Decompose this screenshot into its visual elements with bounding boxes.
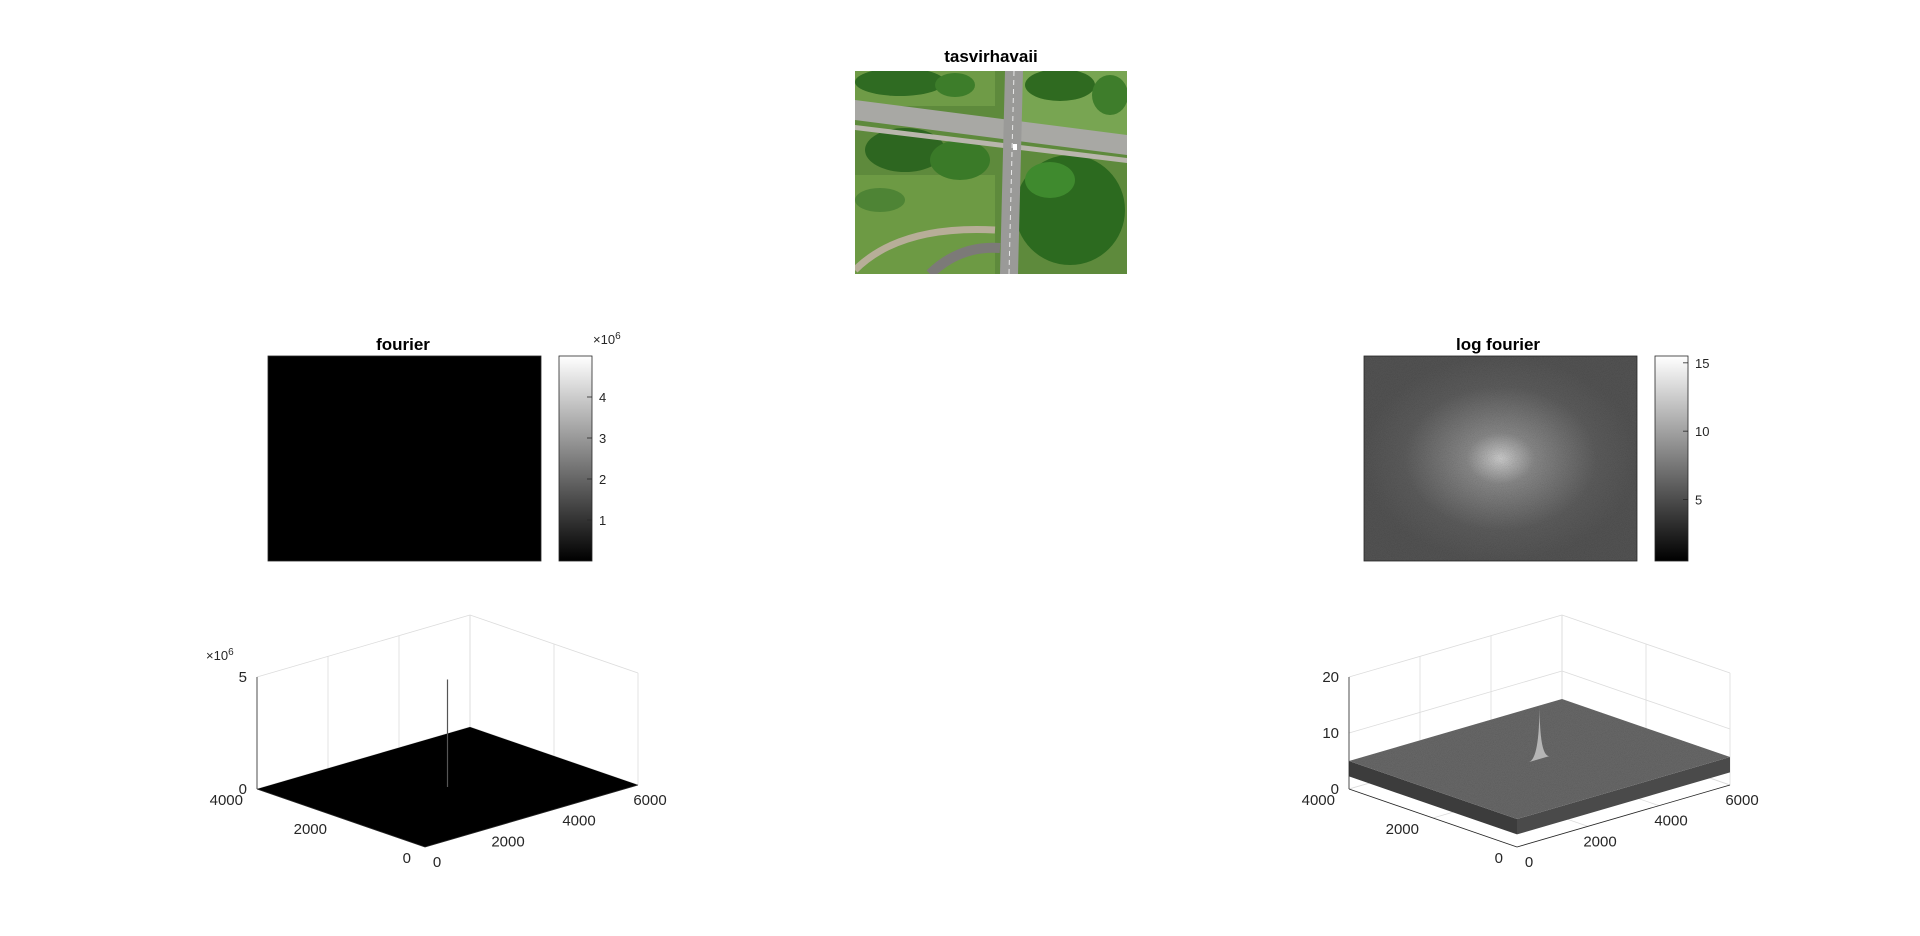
- fourier-colorbar-tick-label: 2: [599, 472, 606, 487]
- surf-fourier-y-tick-label: 0: [403, 850, 411, 867]
- logfourier-colorbar-tick-label: 15: [1695, 356, 1709, 371]
- fourier-title: fourier: [376, 335, 430, 354]
- surf-logfourier-y-axis: [1348, 788, 1518, 848]
- surf-fourier-y-tick-label: 2000: [294, 821, 327, 838]
- fourier-colorbar-exponent: ×106: [593, 331, 621, 347]
- surf-fourier-grid-line: [469, 614, 639, 674]
- surf-fourier-y-tick-label: 4000: [210, 792, 243, 809]
- surf-logfourier-grid-line: [1348, 670, 1563, 734]
- surf-logfourier-z-tick-label: 0: [1331, 781, 1339, 798]
- surf-logfourier-y-tick-label: 2000: [1386, 821, 1419, 838]
- fourier-colorbar-tick-label: 1: [599, 513, 606, 528]
- surf-logfourier-y-tick-label: 4000: [1302, 792, 1335, 809]
- surf-fourier-x-tick-label: 6000: [633, 792, 666, 809]
- surf-logfourier-x-tick-label: 6000: [1725, 792, 1758, 809]
- fourier-colorbar-gradient: [558, 355, 593, 562]
- surf-logfourier-y-tick-label: 0: [1495, 850, 1503, 867]
- logfourier-image: [1364, 356, 1637, 561]
- aerial-photo: [855, 71, 1127, 274]
- surf-logfourier-grid-line: [1561, 670, 1731, 730]
- surf-logfourier-z-tick-label: 10: [1322, 725, 1339, 742]
- surf-logfourier-surface-side: [1349, 761, 1517, 835]
- surf-fourier-x-tick-label: 0: [433, 854, 441, 871]
- surf-logfourier-grid-line: [1348, 614, 1563, 678]
- photo-axes: tasvirhavaii: [855, 47, 1127, 274]
- surf-fourier-y-axis: [256, 788, 426, 848]
- logfourier-title: log fourier: [1456, 335, 1540, 354]
- surf-fourier-grid-line: [256, 614, 471, 678]
- logfourier-colorbar-tick-label: 5: [1695, 493, 1702, 508]
- surf-logfourier-surface-peak: [1528, 703, 1551, 763]
- surface-fourier-exponent: ×106: [206, 647, 234, 663]
- surf-fourier-z-tick-label: 0: [239, 781, 247, 798]
- surf-logfourier-x-tick-label: 2000: [1583, 833, 1616, 850]
- surf-fourier-x-tick-label: 2000: [491, 833, 524, 850]
- surf-fourier-z-tick-label: 5: [239, 669, 247, 686]
- fourier-axes: fourier 1 2 3 4 ×106: [267, 331, 621, 562]
- surf-fourier-x-tick-label: 4000: [562, 813, 595, 830]
- logfourier-axes: log fourier 5 10 15: [1363, 335, 1709, 562]
- surf-logfourier-surface-side: [1517, 757, 1730, 835]
- logfourier-colorbar-tick-label: 10: [1695, 424, 1709, 439]
- surf-logfourier-x-tick-label: 4000: [1654, 813, 1687, 830]
- surf-logfourier-grid-line: [1561, 614, 1731, 674]
- logfourier-colorbar: 5 10 15: [1654, 355, 1709, 562]
- surf-logfourier-x-axis: [1516, 784, 1731, 848]
- surf-fourier-x-axis: [424, 784, 639, 848]
- logfourier-colorbar-gradient: [1654, 355, 1689, 562]
- fourier-magnitude-image: [267, 355, 542, 562]
- surf-logfourier-x-tick-label: 0: [1525, 854, 1533, 871]
- fourier-colorbar: 1 2 3 4 ×106: [558, 331, 621, 562]
- fourier-colorbar-tick-label: 3: [599, 431, 606, 446]
- fourier-colorbar-tick-label: 4: [599, 390, 606, 405]
- photo-title: tasvirhavaii: [944, 47, 1038, 66]
- surf-logfourier-z-tick-label: 20: [1322, 669, 1339, 686]
